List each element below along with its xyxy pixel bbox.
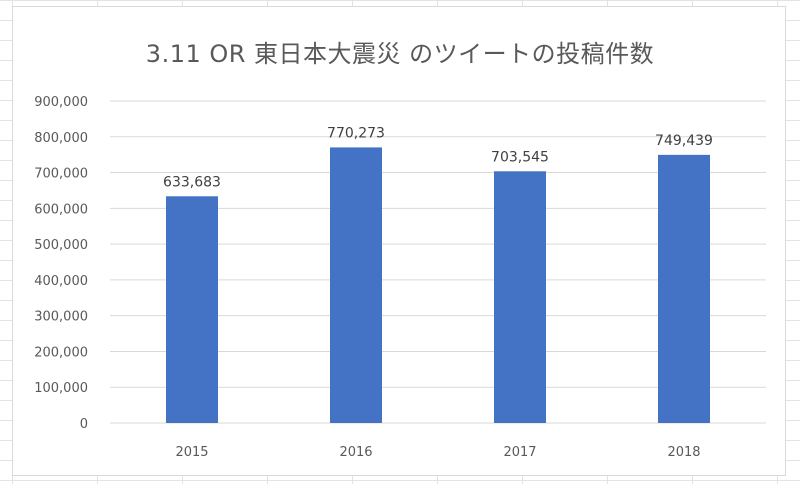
bars: [166, 147, 710, 424]
y-tick-label: 500,000: [34, 238, 88, 253]
bar-2015[interactable]: [166, 196, 218, 423]
y-tick-label: 100,000: [34, 381, 88, 396]
y-tick-label: 200,000: [34, 345, 88, 360]
y-tick-label: 300,000: [34, 310, 88, 325]
data-label-2016: 770,273: [327, 125, 385, 141]
y-tick-label: 600,000: [34, 202, 88, 217]
bar-2018[interactable]: [658, 154, 710, 424]
data-labels: 633,683 770,273 703,545 749,439: [163, 125, 713, 190]
gridlines: [110, 100, 766, 424]
data-label-2017: 703,545: [491, 149, 549, 165]
data-label-2018: 749,439: [655, 133, 713, 149]
y-tick-label: 0: [80, 417, 88, 432]
bar-2017[interactable]: [494, 171, 546, 423]
y-tick-label: 800,000: [34, 131, 88, 146]
y-tick-label: 400,000: [34, 274, 88, 289]
x-tick-label: 2015: [175, 445, 208, 460]
data-label-2015: 633,683: [163, 174, 221, 190]
x-axis-ticks: 2015 2016 2017 2018: [175, 445, 700, 460]
chart-area[interactable]: [12, 6, 786, 476]
y-axis-ticks: 0 100,000 200,000 300,000 400,000 500,000 600,…: [34, 95, 88, 432]
x-tick-label: 2016: [339, 445, 372, 460]
y-tick-label: 900,000: [34, 95, 88, 110]
y-tick-label: 700,000: [34, 167, 88, 182]
x-tick-label: 2018: [667, 445, 700, 460]
x-tick-label: 2017: [503, 445, 536, 460]
bar-2016[interactable]: [330, 147, 382, 423]
chart-title: 3.11 OR 東日本大震災 のツイートの投稿件数: [145, 40, 655, 68]
